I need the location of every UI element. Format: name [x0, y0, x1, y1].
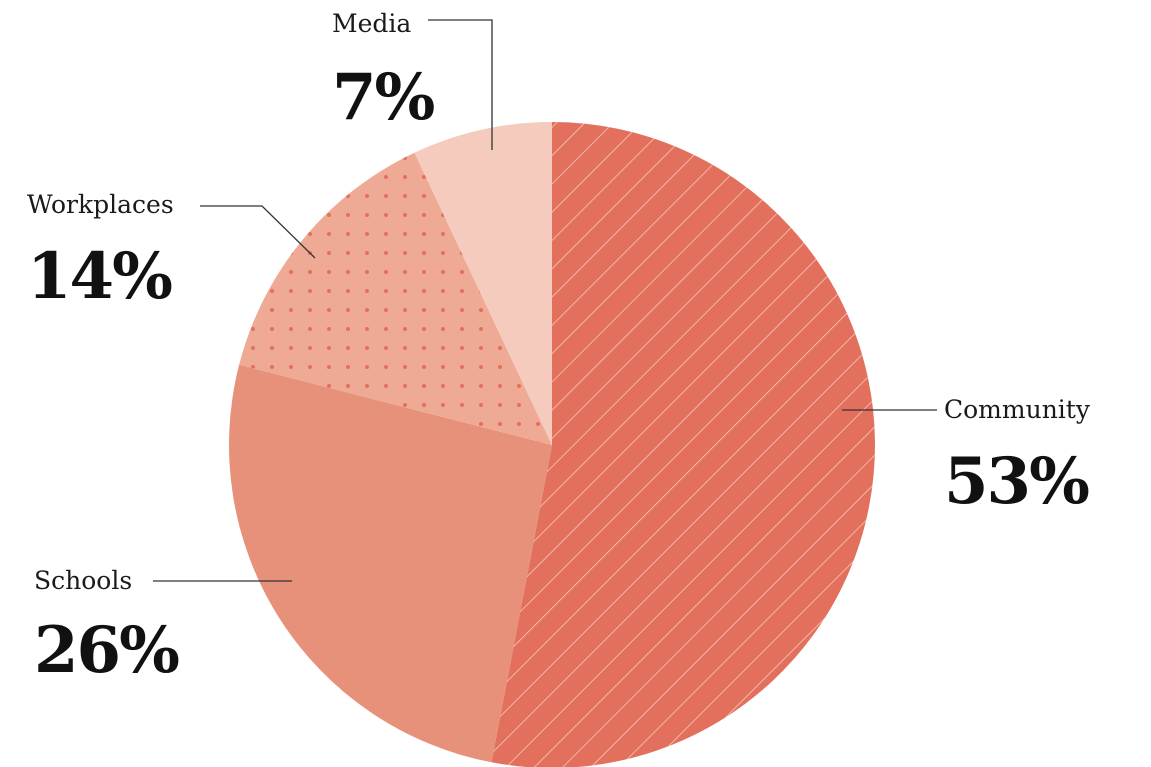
- slice-label-schools: Schools: [34, 566, 132, 595]
- slice-label-workplaces: Workplaces: [27, 190, 174, 219]
- slice-value-schools: 26%: [34, 613, 179, 688]
- pie-slice-schools: [229, 364, 552, 763]
- slice-label-community: Community: [944, 395, 1091, 424]
- leader-line-workplaces: [200, 205, 316, 259]
- pie-slice-media: [414, 122, 552, 445]
- pie-slices: [229, 122, 875, 767]
- slice-value-media: 7%: [332, 60, 435, 135]
- slice-label-media: Media: [332, 9, 411, 38]
- leader-line-media: [428, 19, 493, 150]
- slice-labels: Community 53% Schools 26% Workplaces 14% Media…: [27, 9, 1091, 688]
- slice-value-workplaces: 14%: [27, 239, 172, 314]
- pie-slice-pattern-community: [491, 122, 875, 767]
- leader-lines: [153, 19, 937, 582]
- slice-value-community: 53%: [944, 444, 1089, 519]
- pie-slice-pattern-workplaces: [239, 152, 552, 446]
